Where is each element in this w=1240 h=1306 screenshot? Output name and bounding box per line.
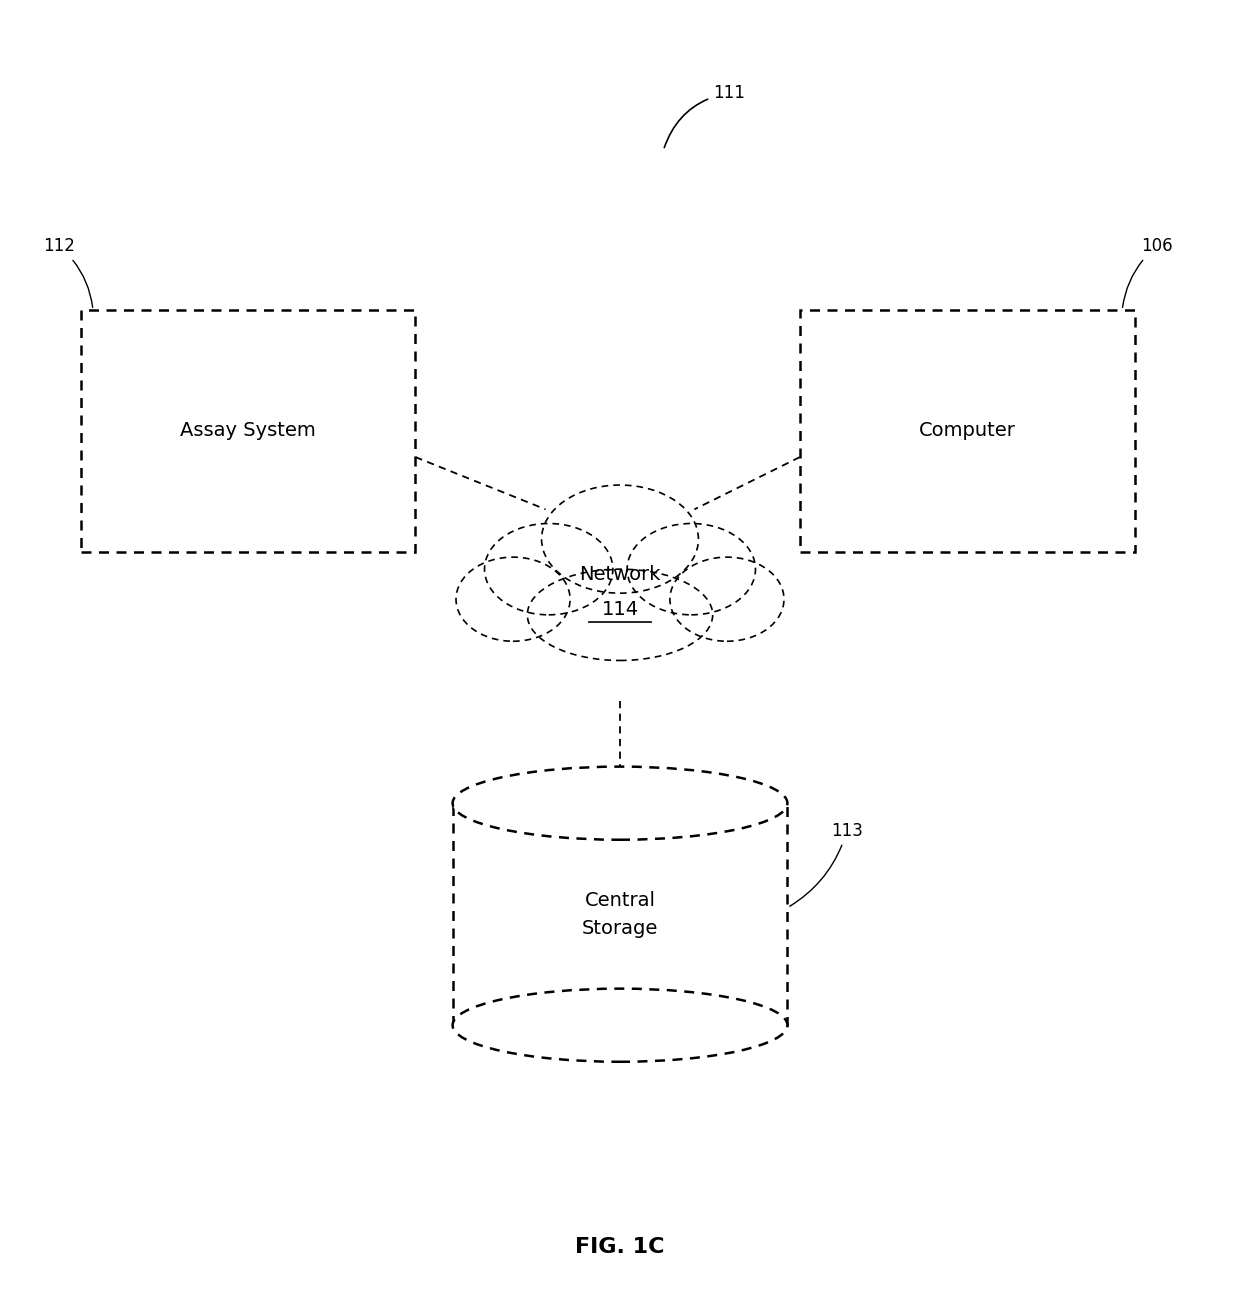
Ellipse shape bbox=[456, 558, 570, 641]
Text: Computer: Computer bbox=[919, 422, 1016, 440]
Ellipse shape bbox=[485, 524, 613, 615]
Text: 106: 106 bbox=[1122, 238, 1173, 307]
Text: 111: 111 bbox=[665, 84, 745, 148]
Ellipse shape bbox=[627, 524, 755, 615]
Text: 113: 113 bbox=[790, 821, 863, 906]
Ellipse shape bbox=[453, 989, 787, 1062]
Text: Central
Storage: Central Storage bbox=[582, 891, 658, 938]
Text: 114: 114 bbox=[601, 601, 639, 619]
Ellipse shape bbox=[670, 558, 784, 641]
Text: Network: Network bbox=[579, 565, 661, 584]
Ellipse shape bbox=[527, 569, 713, 661]
FancyBboxPatch shape bbox=[453, 803, 787, 1025]
Ellipse shape bbox=[542, 485, 698, 593]
Text: 112: 112 bbox=[43, 238, 93, 307]
Ellipse shape bbox=[453, 767, 787, 840]
FancyBboxPatch shape bbox=[81, 311, 415, 551]
Text: FIG. 1C: FIG. 1C bbox=[575, 1237, 665, 1258]
Text: Assay System: Assay System bbox=[180, 422, 316, 440]
FancyBboxPatch shape bbox=[800, 311, 1135, 551]
